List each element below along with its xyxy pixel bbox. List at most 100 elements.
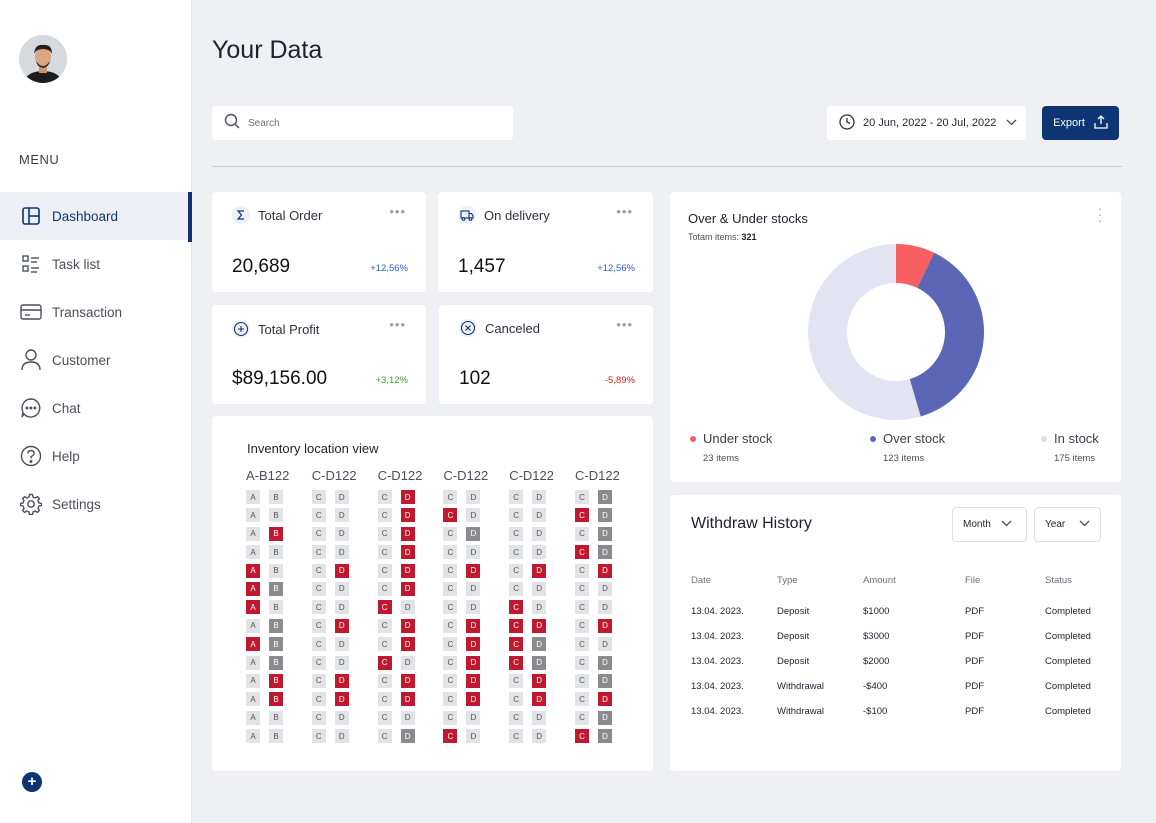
inventory-slot[interactable]: D <box>466 600 481 615</box>
inventory-slot[interactable]: C <box>443 526 458 541</box>
inventory-slot[interactable]: D <box>400 526 415 541</box>
inventory-slot[interactable]: B <box>269 526 283 541</box>
table-cell[interactable]: PDF <box>965 631 984 642</box>
inventory-slot[interactable]: D <box>598 710 612 725</box>
inventory-slot[interactable]: C <box>311 545 326 560</box>
inventory-slot[interactable]: D <box>598 600 612 615</box>
inventory-slot[interactable]: C <box>311 581 326 596</box>
inventory-slot[interactable]: A <box>246 710 260 725</box>
inventory-slot[interactable]: D <box>598 563 612 578</box>
inventory-slot[interactable]: D <box>400 563 415 578</box>
inventory-slot[interactable]: D <box>598 508 612 523</box>
inventory-slot[interactable]: C <box>377 692 392 707</box>
inventory-slot[interactable]: C <box>377 490 392 504</box>
inventory-slot[interactable]: C <box>575 545 589 560</box>
inventory-slot[interactable]: C <box>443 637 458 652</box>
search-input[interactable] <box>248 117 488 129</box>
more-icon[interactable]: ••• <box>616 204 633 219</box>
inventory-slot[interactable]: B <box>269 729 283 744</box>
inventory-slot[interactable]: D <box>466 508 481 523</box>
search-box[interactable] <box>212 106 513 140</box>
inventory-slot[interactable]: A <box>246 545 260 560</box>
inventory-slot[interactable]: D <box>400 545 415 560</box>
inventory-slot[interactable]: C <box>377 545 392 560</box>
inventory-slot[interactable]: D <box>334 637 349 652</box>
inventory-slot[interactable]: D <box>334 526 349 541</box>
inventory-slot[interactable]: D <box>532 581 547 596</box>
inventory-slot[interactable]: C <box>311 563 326 578</box>
inventory-slot[interactable]: D <box>532 637 547 652</box>
inventory-slot[interactable]: C <box>311 490 326 504</box>
inventory-slot[interactable]: D <box>400 637 415 652</box>
inventory-slot[interactable]: A <box>246 692 260 707</box>
inventory-slot[interactable]: C <box>575 490 589 504</box>
inventory-slot[interactable]: D <box>466 710 481 725</box>
inventory-slot[interactable]: D <box>400 618 415 633</box>
inventory-slot[interactable]: D <box>334 692 349 707</box>
inventory-slot[interactable]: D <box>400 490 415 504</box>
inventory-slot[interactable]: B <box>269 563 283 578</box>
inventory-slot[interactable]: C <box>311 526 326 541</box>
inventory-slot[interactable]: C <box>443 545 458 560</box>
sidebar-item-settings[interactable]: Settings <box>0 480 192 528</box>
inventory-slot[interactable]: C <box>443 563 458 578</box>
inventory-slot[interactable]: B <box>269 581 283 596</box>
inventory-slot[interactable]: D <box>532 563 547 578</box>
inventory-slot[interactable]: D <box>400 673 415 688</box>
inventory-slot[interactable]: C <box>509 692 524 707</box>
table-cell[interactable]: PDF <box>965 656 984 667</box>
inventory-slot[interactable]: D <box>466 545 481 560</box>
inventory-slot[interactable]: D <box>466 729 481 744</box>
inventory-slot[interactable]: C <box>377 710 392 725</box>
inventory-slot[interactable]: B <box>269 600 283 615</box>
inventory-slot[interactable]: A <box>246 618 260 633</box>
inventory-slot[interactable]: D <box>400 729 415 744</box>
inventory-slot[interactable]: C <box>311 508 326 523</box>
inventory-slot[interactable]: D <box>334 490 349 504</box>
inventory-slot[interactable]: C <box>509 710 524 725</box>
inventory-slot[interactable]: D <box>334 710 349 725</box>
inventory-slot[interactable]: C <box>377 526 392 541</box>
inventory-slot[interactable]: C <box>443 692 458 707</box>
inventory-slot[interactable]: D <box>598 692 612 707</box>
inventory-slot[interactable]: C <box>509 545 524 560</box>
inventory-slot[interactable]: D <box>466 563 481 578</box>
inventory-slot[interactable]: C <box>377 729 392 744</box>
inventory-slot[interactable]: D <box>334 729 349 744</box>
inventory-slot[interactable]: D <box>466 637 481 652</box>
inventory-slot[interactable]: C <box>509 581 524 596</box>
inventory-slot[interactable]: D <box>400 600 415 615</box>
inventory-slot[interactable]: C <box>575 600 589 615</box>
inventory-slot[interactable]: B <box>269 673 283 688</box>
sidebar-item-chat[interactable]: Chat <box>0 384 192 432</box>
inventory-slot[interactable]: D <box>532 692 547 707</box>
inventory-slot[interactable]: C <box>509 600 524 615</box>
inventory-slot[interactable]: B <box>269 655 283 670</box>
inventory-slot[interactable]: A <box>246 526 260 541</box>
inventory-slot[interactable]: A <box>246 673 260 688</box>
sidebar-item-help[interactable]: Help <box>0 432 192 480</box>
inventory-slot[interactable]: C <box>575 581 589 596</box>
inventory-slot[interactable]: C <box>443 508 458 523</box>
inventory-slot[interactable]: C <box>509 508 524 523</box>
inventory-slot[interactable]: C <box>509 526 524 541</box>
inventory-slot[interactable]: D <box>532 655 547 670</box>
inventory-slot[interactable]: C <box>575 526 589 541</box>
inventory-slot[interactable]: D <box>532 673 547 688</box>
sidebar-item-customer[interactable]: Customer <box>0 336 192 384</box>
inventory-slot[interactable]: D <box>598 655 612 670</box>
inventory-slot[interactable]: D <box>334 600 349 615</box>
inventory-slot[interactable]: D <box>598 637 612 652</box>
donut-slice-under-stock[interactable] <box>896 244 935 288</box>
inventory-slot[interactable]: C <box>575 710 589 725</box>
inventory-slot[interactable]: B <box>269 637 283 652</box>
inventory-slot[interactable]: C <box>509 729 524 744</box>
more-icon[interactable]: ••• <box>389 317 406 332</box>
sidebar-item-transaction[interactable]: Transaction <box>0 288 192 336</box>
inventory-slot[interactable]: C <box>377 673 392 688</box>
kebab-menu-icon[interactable]: · · · <box>1097 200 1103 228</box>
inventory-slot[interactable]: A <box>246 581 260 596</box>
inventory-slot[interactable]: C <box>377 581 392 596</box>
inventory-slot[interactable]: C <box>443 655 458 670</box>
inventory-slot[interactable]: C <box>377 563 392 578</box>
